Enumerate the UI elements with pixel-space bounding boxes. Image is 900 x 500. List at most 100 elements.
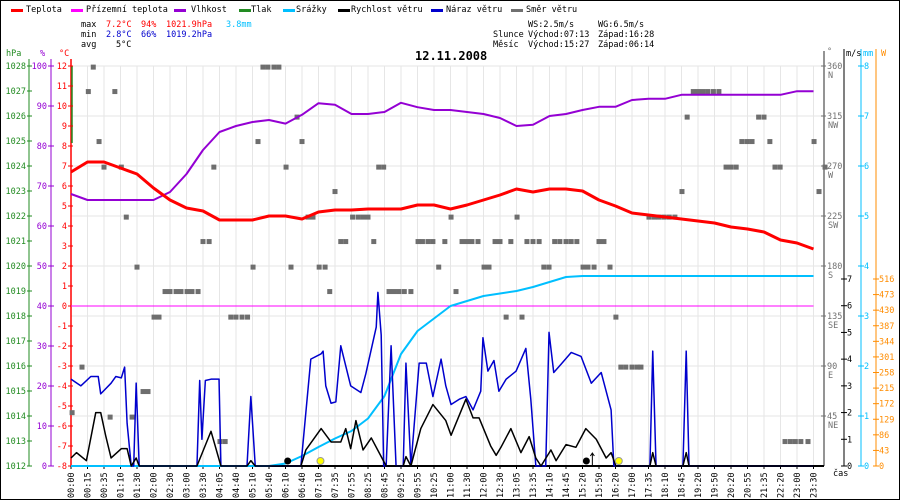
wind-direction-point (250, 264, 256, 270)
wind-direction-point (360, 214, 366, 220)
sun-set: Západ:16:28 (598, 30, 655, 40)
legend-swatch-smer-vetru (511, 9, 523, 12)
tick-label-time: 05:10 (249, 472, 259, 498)
wind-direction-point (271, 64, 277, 70)
compass-label: NW (828, 121, 839, 131)
wind-direction-point (299, 139, 305, 145)
wind-direction-point (206, 239, 212, 245)
legend-swatch-prizemni-teplota (71, 9, 83, 12)
tick-label-time: 08:25 (364, 472, 374, 498)
wind-direction-point (733, 164, 739, 170)
tick-label-radiation: 258 (879, 369, 894, 379)
moonset-icon (284, 457, 292, 465)
wind-direction-point (464, 239, 470, 245)
wind-direction-point (276, 64, 282, 70)
temperature-line (70, 160, 815, 251)
wind-direction-point (546, 264, 552, 270)
tick-label-temperature: 0 (62, 302, 67, 312)
wind-direction-point (134, 264, 140, 270)
wind-direction-point (690, 89, 696, 95)
compass-label: SW (828, 221, 839, 231)
wind-direction-point (283, 164, 289, 170)
stat-max-press: 1021.9hPa (166, 20, 213, 30)
wind-direction-point (508, 239, 514, 245)
tick-label-time: 15:20 (579, 472, 589, 498)
tick-label-pressure: 1012 (6, 462, 26, 472)
tick-label-rain: 5 (864, 212, 869, 222)
tick-label-pressure: 1020 (6, 262, 26, 272)
wind-direction-point (459, 239, 465, 245)
wind-direction-point (107, 414, 113, 420)
humidity-line (70, 90, 814, 201)
wind-direction-point (101, 164, 107, 170)
wind-direction-point (239, 314, 245, 320)
legend-vlhkost: Vlhkost (191, 5, 227, 15)
wind-direction-point (189, 289, 195, 295)
legend-smer-vetru: Směr větru (526, 5, 578, 15)
axis-unit-percent: % (40, 49, 46, 59)
wind-direction-point (580, 264, 586, 270)
tick-label-time: 01:30 (133, 472, 143, 498)
tick-label-pressure: 1013 (6, 437, 26, 447)
tick-label-time: 13:05 (513, 472, 523, 498)
tick-label-time: 00:35 (100, 472, 110, 498)
moon-set: Západ:06:14 (598, 40, 655, 50)
tick-label-time: 12:30 (496, 472, 506, 498)
wind-direction-point (391, 289, 397, 295)
tick-label-time: 14:45 (562, 472, 572, 498)
tick-label-temperature: -8 (57, 462, 67, 472)
stat-avg-label: avg (81, 40, 97, 50)
legend-swatch-vlhkost (174, 9, 186, 12)
wind-direction-point (514, 214, 520, 220)
tick-label-pressure: 1018 (6, 312, 26, 322)
axis-unit-hpa: hPa (6, 49, 22, 59)
tick-label-time: 07:10 (315, 472, 325, 498)
wind-direction-point (245, 314, 251, 320)
wind-direction-point (705, 89, 711, 95)
tick-label-radiation: 301 (879, 353, 894, 363)
wind-direction-point (265, 64, 271, 70)
wind-direction-point (811, 139, 817, 145)
wind-direction-point (469, 239, 475, 245)
tick-label-temperature: 8 (62, 142, 67, 152)
tick-label-pressure: 1017 (6, 337, 26, 347)
wind-direction-point (408, 289, 414, 295)
tick-label-time: 13:35 (529, 472, 539, 498)
x-axis-label: čas (833, 469, 849, 479)
tick-label-radiation: 430 (879, 306, 894, 316)
wind-direction-point (338, 239, 344, 245)
legend-swatch-rychlost-vetru (338, 9, 350, 12)
wind-direction-point (519, 314, 525, 320)
tick-label-time: 20:55 (744, 472, 754, 498)
wind-direction-point (541, 264, 547, 270)
tick-label-time: 18:10 (661, 472, 671, 498)
tick-label-rain: 2 (864, 362, 869, 372)
wind-direction-point (129, 414, 135, 420)
chart-title: 12.11.2008 (415, 49, 488, 63)
wind-direction-point (442, 239, 448, 245)
tick-label-humidity: 40 (37, 302, 47, 312)
wind-direction-point (415, 239, 421, 245)
wind-direction-point (492, 239, 498, 245)
wind-direction-point (728, 164, 734, 170)
wind-direction-point (557, 239, 563, 245)
tick-label-rain: 8 (864, 62, 869, 72)
wind-speed-summary: WS:2.5m/s (528, 20, 575, 30)
wind-direction-point (365, 214, 371, 220)
tick-label-pressure: 1026 (6, 112, 26, 122)
wind-direction-point (255, 139, 261, 145)
wind-direction-point (503, 314, 509, 320)
wind-direction-point (761, 114, 767, 120)
tick-label-direction: 180 (827, 262, 842, 272)
stat-max-temp: 7.2°C (106, 20, 132, 30)
tick-label-time: 17:00 (628, 472, 638, 498)
tick-label-radiation: 172 (879, 400, 894, 410)
tick-label-time: 00:00 (67, 472, 77, 498)
wind-direction-point (79, 364, 85, 370)
compass-label: SE (828, 321, 838, 331)
moonrise-icon (582, 457, 590, 465)
wind-direction-point (607, 264, 613, 270)
tick-label-pressure: 1028 (6, 62, 26, 72)
tick-label-temperature: 9 (62, 122, 67, 132)
